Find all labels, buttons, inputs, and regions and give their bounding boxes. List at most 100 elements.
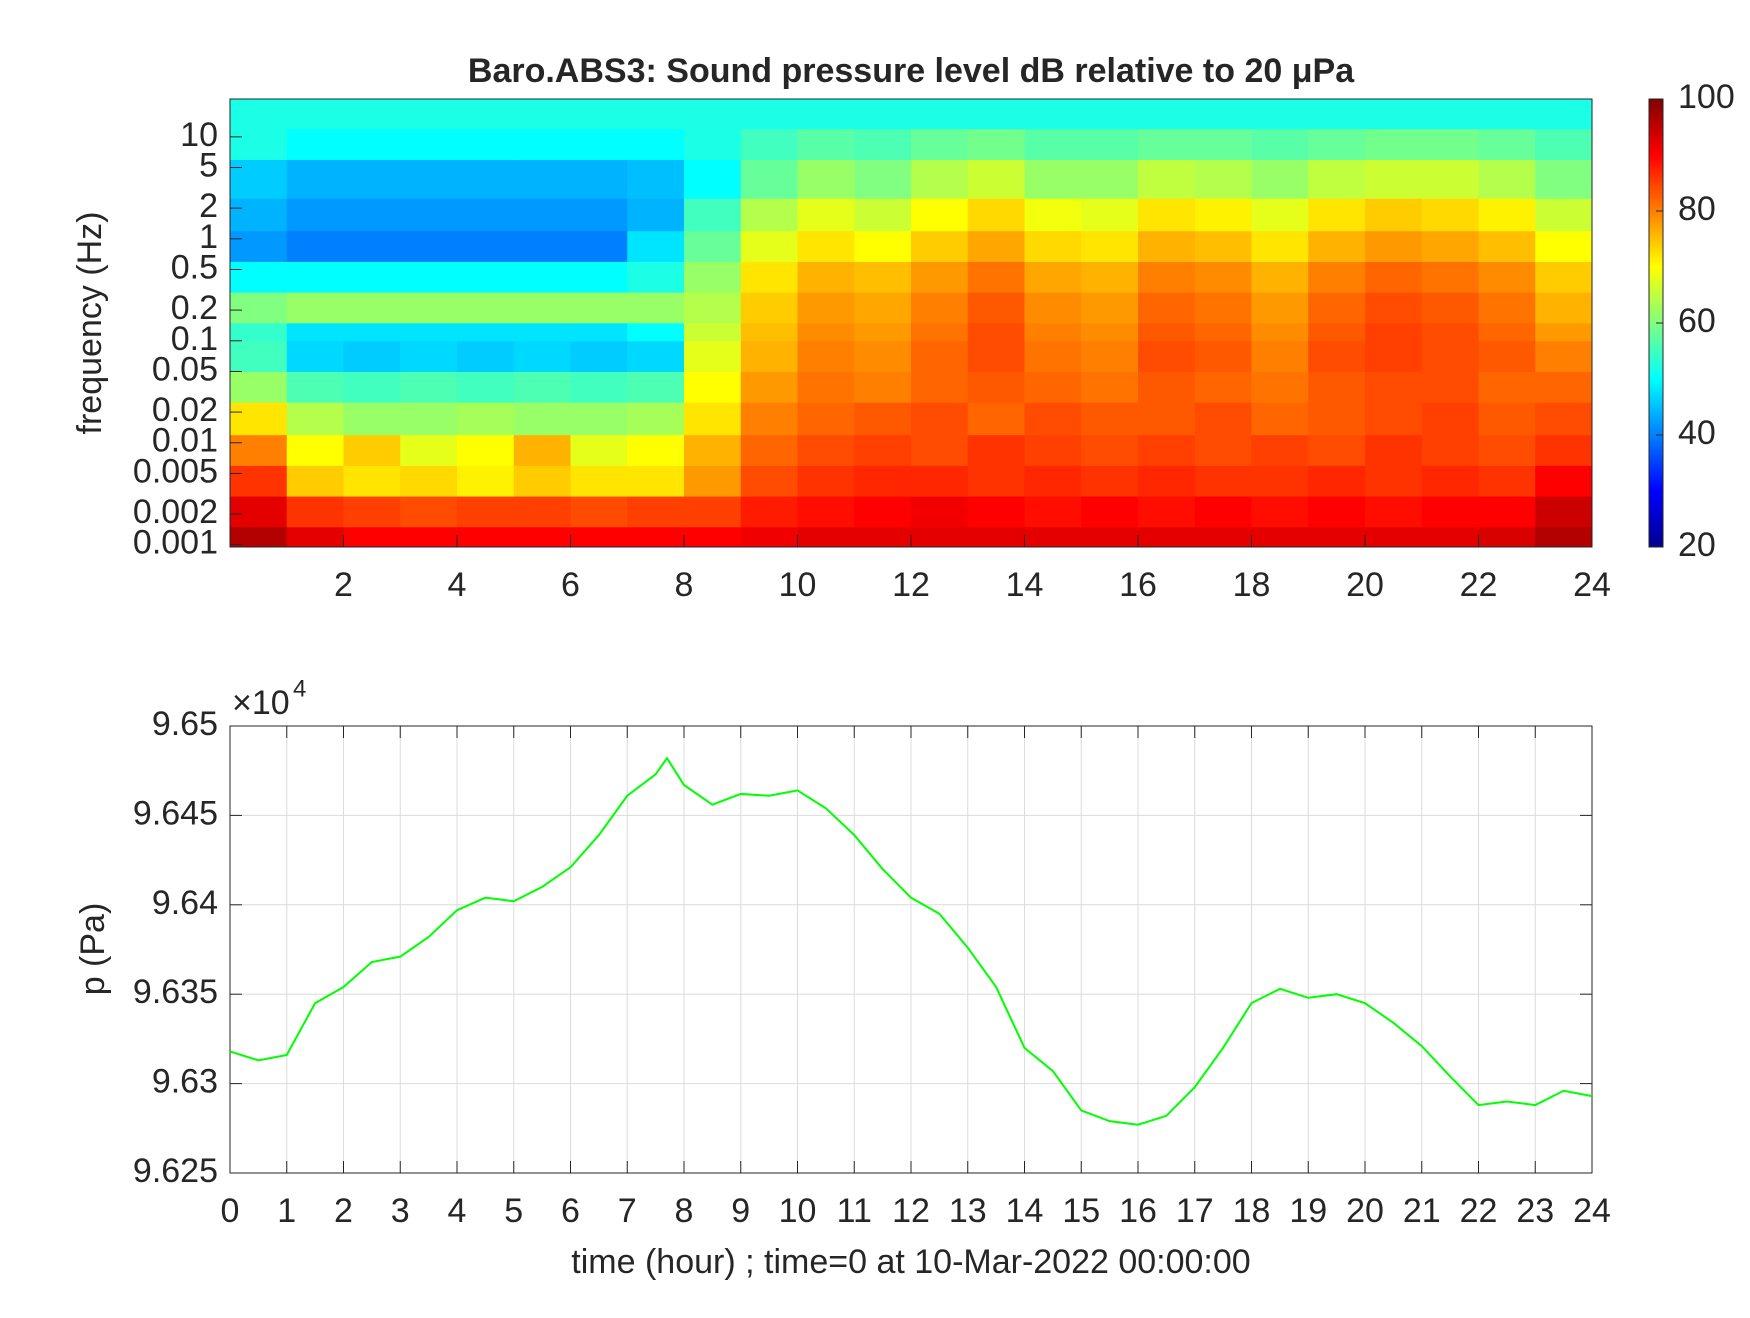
heat-cell bbox=[854, 230, 912, 262]
heat-cell bbox=[967, 434, 1025, 466]
heat-cell bbox=[911, 128, 969, 160]
heat-cell bbox=[286, 99, 344, 130]
plot-frame bbox=[229, 725, 1593, 1174]
heat-cell bbox=[740, 402, 798, 436]
heat-cell bbox=[1365, 128, 1423, 160]
heat-cell bbox=[797, 322, 855, 342]
heat-cell bbox=[1081, 340, 1139, 372]
colorbar-tick-label: 40 bbox=[1678, 414, 1716, 452]
heat-cell bbox=[400, 526, 458, 548]
heat-cell bbox=[1535, 371, 1593, 403]
heat-cell bbox=[286, 496, 344, 528]
heat-cell bbox=[740, 465, 798, 497]
heat-cell bbox=[1365, 496, 1423, 528]
heat-cell bbox=[1308, 261, 1366, 293]
y-tick-label: 9.65 bbox=[152, 705, 218, 743]
heat-cell bbox=[1194, 434, 1252, 466]
heat-cell bbox=[230, 402, 288, 436]
heat-cell bbox=[1421, 99, 1479, 130]
heat-cell bbox=[967, 371, 1025, 403]
heat-cell bbox=[513, 371, 571, 403]
heat-cell bbox=[1478, 230, 1536, 262]
heat-cell bbox=[1024, 128, 1082, 160]
x-tick-label: 17 bbox=[1176, 1192, 1214, 1230]
heat-cell bbox=[570, 465, 628, 497]
heat-cell bbox=[1308, 230, 1366, 262]
heat-cell bbox=[570, 402, 628, 436]
heat-cell bbox=[1251, 340, 1309, 372]
heat-cell bbox=[854, 159, 912, 199]
heat-cell bbox=[457, 371, 515, 403]
x-tick-label: 10 bbox=[779, 566, 817, 604]
heat-cell bbox=[627, 230, 685, 262]
x-tick-label: 24 bbox=[1573, 1192, 1611, 1230]
heat-cell bbox=[967, 340, 1025, 372]
heat-cell bbox=[1478, 159, 1536, 199]
heat-cell bbox=[684, 99, 742, 130]
heat-cell bbox=[1081, 99, 1139, 130]
heat-cell bbox=[400, 292, 458, 324]
heat-cell bbox=[1024, 402, 1082, 436]
heat-cell bbox=[1478, 496, 1536, 528]
y-tick-label: 0.01 bbox=[152, 422, 218, 460]
heat-cell bbox=[1251, 402, 1309, 436]
heat-cell bbox=[854, 371, 912, 403]
heat-cell bbox=[343, 496, 401, 528]
heat-cell bbox=[1421, 198, 1479, 232]
heat-cell bbox=[1308, 198, 1366, 232]
heat-cell bbox=[1535, 261, 1593, 293]
heat-cell bbox=[1421, 261, 1479, 293]
heat-cell bbox=[343, 261, 401, 293]
x-tick-label: 13 bbox=[949, 1192, 987, 1230]
heat-cell bbox=[1535, 434, 1593, 466]
heat-cell bbox=[967, 128, 1025, 160]
heat-cell bbox=[1081, 159, 1139, 199]
chart-title: Baro.ABS3: Sound pressure level dB relat… bbox=[468, 52, 1355, 90]
heat-cell bbox=[740, 292, 798, 324]
heat-cell bbox=[967, 496, 1025, 528]
colorbar-tick-label: 100 bbox=[1678, 78, 1735, 116]
heat-cell bbox=[684, 322, 742, 342]
heat-cell bbox=[684, 230, 742, 262]
heat-cell bbox=[286, 434, 344, 466]
heat-cell bbox=[854, 526, 912, 548]
heat-cell bbox=[1081, 526, 1139, 548]
heat-cell bbox=[854, 261, 912, 293]
heat-cell bbox=[343, 292, 401, 324]
heat-cell bbox=[1138, 198, 1196, 232]
x-tick-label: 0 bbox=[221, 1192, 240, 1230]
heat-cell bbox=[1251, 292, 1309, 324]
heat-cell bbox=[457, 526, 515, 548]
heat-cell bbox=[1365, 371, 1423, 403]
heat-cell bbox=[1421, 322, 1479, 342]
heat-cell bbox=[967, 261, 1025, 293]
heat-cell bbox=[1194, 322, 1252, 342]
heat-cell bbox=[1024, 465, 1082, 497]
x-tick-label: 6 bbox=[561, 566, 580, 604]
x-tick-label: 19 bbox=[1289, 1192, 1327, 1230]
heat-cell bbox=[967, 322, 1025, 342]
heat-cell bbox=[1251, 128, 1309, 160]
heat-cell bbox=[1535, 402, 1593, 436]
heat-cell bbox=[343, 340, 401, 372]
heat-cell bbox=[286, 261, 344, 293]
heat-cell bbox=[513, 159, 571, 199]
heat-cell bbox=[967, 159, 1025, 199]
heat-cell bbox=[343, 128, 401, 160]
x-tick-label: 20 bbox=[1346, 566, 1384, 604]
heat-cell bbox=[1535, 198, 1593, 232]
heat-cell bbox=[230, 434, 288, 466]
heat-cell bbox=[967, 402, 1025, 436]
heat-cell bbox=[400, 371, 458, 403]
heat-cell bbox=[230, 292, 288, 324]
heat-cell bbox=[1421, 496, 1479, 528]
x-tick-label: 4 bbox=[448, 566, 467, 604]
heat-cell bbox=[286, 402, 344, 436]
heat-cell bbox=[1138, 230, 1196, 262]
heat-cell bbox=[230, 261, 288, 293]
y-multiplier-exponent: 4 bbox=[293, 675, 306, 702]
x-tick-label: 12 bbox=[892, 566, 930, 604]
heat-cell bbox=[1478, 322, 1536, 342]
heat-cell bbox=[1365, 198, 1423, 232]
x-tick-label: 7 bbox=[618, 1192, 637, 1230]
